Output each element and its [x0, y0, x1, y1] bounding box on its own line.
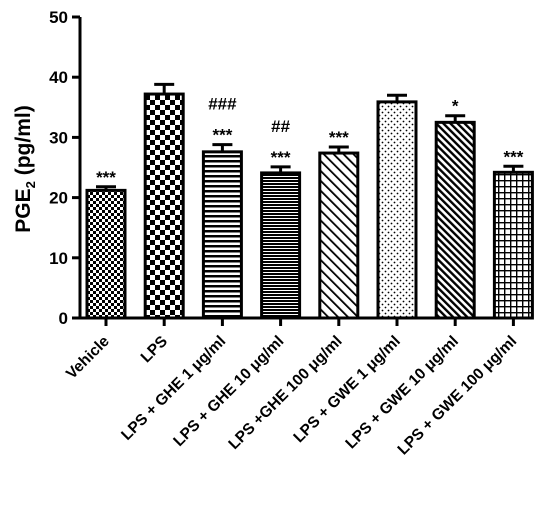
bar-0: [85, 188, 127, 320]
significance-mark: ***: [96, 168, 116, 187]
significance-mark: ***: [212, 126, 232, 145]
significance-mark: ###: [208, 95, 237, 114]
category-label: LPS + GHE 10 μg/ml: [170, 333, 287, 450]
bar-1: [143, 92, 185, 320]
category-label: LPS + GWE 100 μg/ml: [395, 333, 521, 459]
category-label: LPS +GHE 100 μg/ml: [225, 333, 345, 453]
significance-mark: ##: [271, 117, 290, 136]
y-tick-label: 50: [49, 8, 68, 27]
significance-mark: ***: [503, 147, 523, 166]
significance-mark: *: [452, 97, 459, 116]
bar-2: [201, 150, 243, 320]
significance-mark: ***: [329, 128, 349, 147]
significance-mark: ***: [271, 148, 291, 167]
category-label: LPS + GWE 1 μg/ml: [290, 333, 403, 446]
y-tick-label: 30: [49, 128, 68, 147]
y-axis-label-main: PGE: [12, 188, 35, 232]
y-axis-label: PGE2 (pg/ml): [12, 105, 38, 232]
category-label: LPS: [138, 333, 171, 366]
y-tick-label: 10: [49, 249, 68, 268]
bar-3: [260, 171, 302, 320]
category-label: Vehicle: [63, 333, 113, 383]
bars: [85, 82, 534, 320]
bar-5: [376, 100, 418, 320]
significance-annotations: ******###***##*******: [96, 95, 524, 187]
y-tick-label: 0: [59, 309, 68, 328]
y-axis-label-unit: (pg/ml): [12, 105, 35, 181]
y-tick-label: 20: [49, 189, 68, 208]
bar-7: [492, 170, 534, 320]
bar-4: [318, 151, 360, 320]
y-tick-label: 40: [49, 68, 68, 87]
bar-6: [434, 120, 476, 320]
y-axis-label-subscript: 2: [23, 181, 38, 188]
category-label: LPS + GHE 1 μg/ml: [118, 333, 229, 444]
category-label: LPS + GWE 10 μg/ml: [342, 333, 462, 453]
